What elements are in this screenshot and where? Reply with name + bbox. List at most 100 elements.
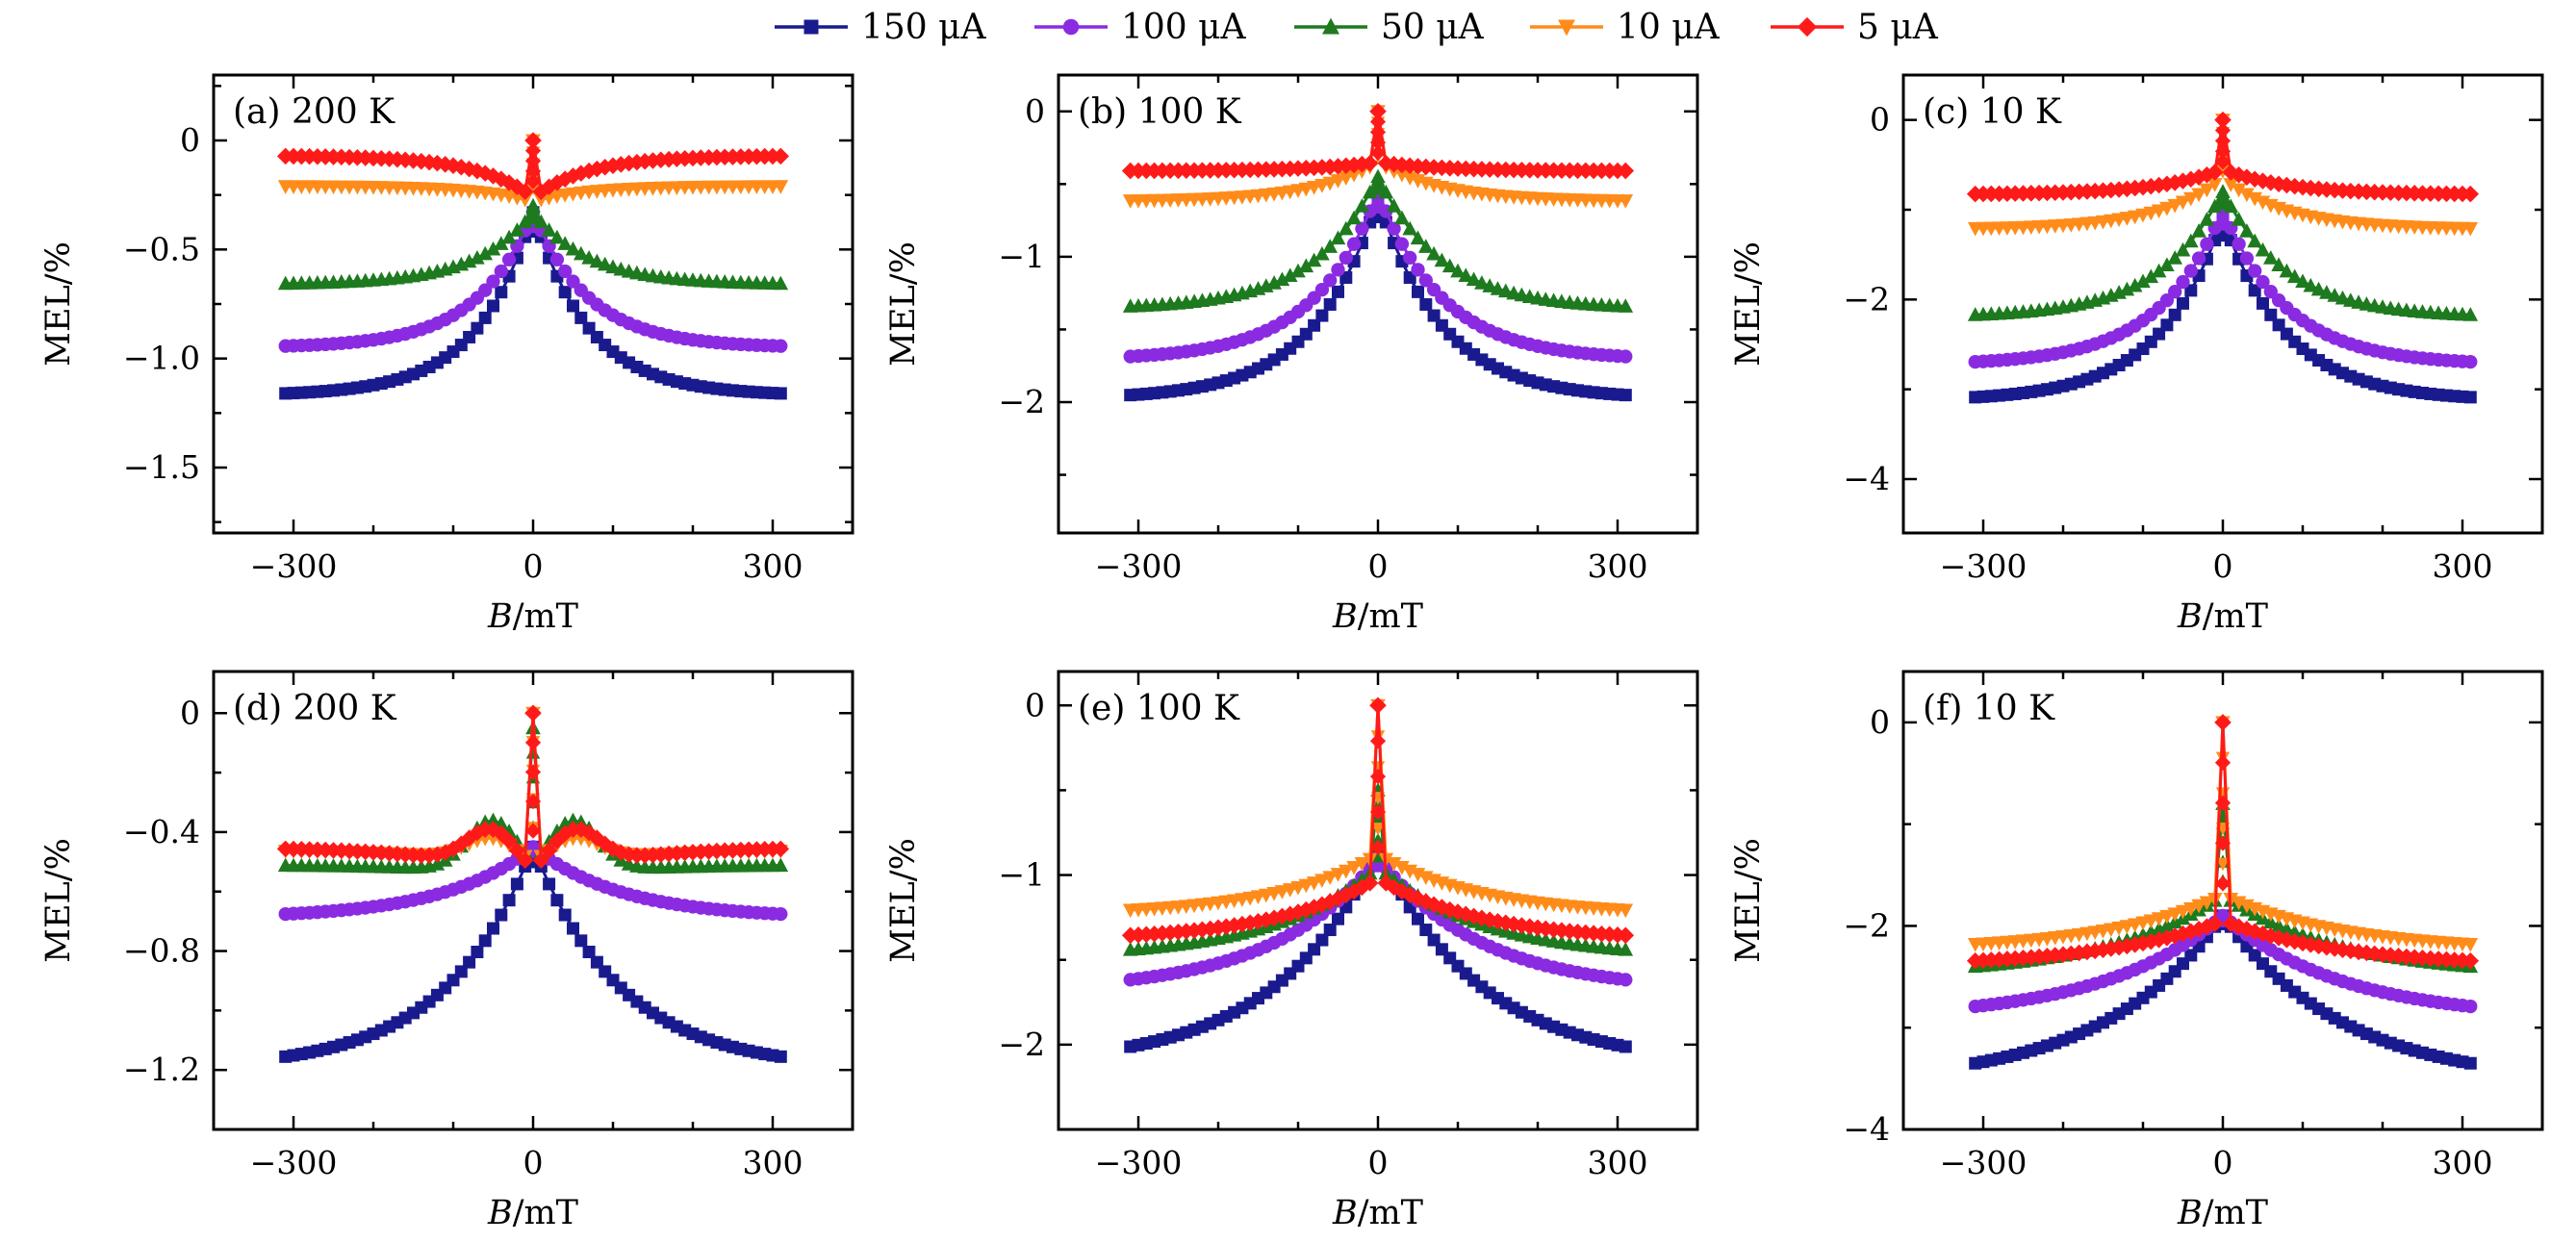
y-tick-label: 0 bbox=[180, 694, 200, 731]
data-point bbox=[1561, 923, 1578, 940]
data-point bbox=[2271, 257, 2286, 272]
data-point bbox=[2262, 174, 2280, 191]
data-point bbox=[2118, 937, 2136, 955]
data-point bbox=[2143, 268, 2159, 284]
data-point bbox=[1369, 839, 1387, 856]
data-point bbox=[1306, 252, 1322, 267]
data-point bbox=[1370, 169, 1386, 183]
data-point bbox=[1234, 915, 1251, 933]
legend-item: 150 μA bbox=[775, 8, 987, 47]
chart-panel: −300 0 300 0 −0.4 −0.8 −1.2 B/mT MEL/% (d) 200 K bbox=[39, 670, 854, 1232]
data-point bbox=[597, 256, 613, 271]
data-point bbox=[1412, 912, 1424, 925]
data-point bbox=[1481, 911, 1498, 928]
data-point bbox=[2257, 296, 2269, 310]
data-point bbox=[2248, 264, 2262, 278]
data-point bbox=[2167, 250, 2182, 265]
data-point bbox=[1441, 900, 1459, 919]
y-tick-label: −0.4 bbox=[123, 813, 200, 850]
data-point bbox=[2271, 918, 2286, 932]
data-point bbox=[1281, 905, 1299, 924]
data-point bbox=[524, 142, 542, 159]
plot-area bbox=[1121, 103, 1635, 402]
data-point bbox=[2278, 931, 2296, 949]
data-series bbox=[1967, 716, 2479, 952]
data-point bbox=[2199, 183, 2215, 198]
data-series bbox=[279, 840, 787, 1063]
data-point bbox=[2206, 164, 2224, 181]
data-point bbox=[2168, 308, 2181, 321]
data-series bbox=[1124, 843, 1632, 1053]
data-point bbox=[524, 793, 542, 810]
data-point bbox=[566, 274, 580, 289]
data-point bbox=[2326, 181, 2343, 199]
data-point bbox=[558, 264, 573, 279]
chart-panel: −300 0 300 0 −2 −4 B/mT MEL/% (c) 10 K bbox=[1729, 73, 2544, 636]
y-tick-label: −1.5 bbox=[123, 448, 200, 486]
data-point bbox=[1308, 943, 1321, 956]
data-point bbox=[463, 955, 476, 969]
data-point bbox=[2183, 264, 2198, 278]
data-point bbox=[1394, 210, 1410, 225]
data-point bbox=[1619, 1040, 1632, 1053]
data-point bbox=[2303, 277, 2319, 292]
data-point bbox=[486, 274, 500, 289]
x-axis-label: B/mT bbox=[1332, 1194, 1423, 1232]
data-point bbox=[1314, 874, 1330, 888]
data-point bbox=[2183, 191, 2199, 207]
data-point bbox=[773, 275, 789, 291]
data-point bbox=[2150, 176, 2168, 194]
data-point bbox=[2461, 951, 2480, 970]
data-point bbox=[2175, 195, 2191, 211]
data-point bbox=[2214, 754, 2232, 771]
data-point bbox=[2264, 308, 2278, 321]
x-tick-label: −300 bbox=[1095, 547, 1183, 585]
data-point bbox=[2177, 296, 2189, 310]
data-point bbox=[1617, 162, 1635, 180]
legend-marker bbox=[1797, 16, 1818, 38]
data-point bbox=[1505, 915, 1522, 933]
data-series bbox=[277, 134, 789, 208]
data-point bbox=[773, 180, 789, 194]
data-point bbox=[1353, 878, 1371, 897]
y-tick-label: 0 bbox=[1025, 686, 1045, 723]
data-point bbox=[2302, 179, 2320, 197]
data-point bbox=[1370, 849, 1386, 863]
data-series bbox=[1966, 714, 2480, 970]
data-point bbox=[1298, 258, 1314, 273]
data-point bbox=[2318, 938, 2335, 956]
data-point bbox=[470, 249, 485, 265]
data-point bbox=[516, 183, 534, 200]
data-point bbox=[1362, 184, 1378, 199]
data-point bbox=[501, 252, 517, 266]
data-point bbox=[532, 183, 550, 200]
data-point bbox=[471, 321, 484, 335]
data-point bbox=[1585, 925, 1602, 942]
data-point bbox=[2285, 932, 2304, 951]
data-point bbox=[2232, 237, 2246, 251]
data-point bbox=[494, 264, 508, 279]
data-point bbox=[2160, 318, 2174, 332]
data-point bbox=[1618, 942, 1634, 956]
data-point bbox=[1332, 912, 1344, 925]
data-point bbox=[2151, 263, 2167, 278]
data-point bbox=[517, 192, 533, 208]
data-point bbox=[2310, 281, 2327, 296]
data-point bbox=[1339, 171, 1354, 186]
data-point bbox=[1369, 114, 1387, 130]
plot-area bbox=[1966, 111, 2480, 404]
data-point bbox=[524, 764, 542, 780]
data-point bbox=[565, 241, 581, 256]
data-point bbox=[1418, 239, 1434, 253]
y-axis: 0 −0.4 −0.8 −1.2 bbox=[123, 694, 853, 1088]
data-point bbox=[1520, 918, 1539, 935]
data-point bbox=[574, 311, 588, 324]
data-point bbox=[2191, 251, 2206, 266]
x-tick-label: 0 bbox=[1368, 1144, 1389, 1181]
data-point bbox=[2263, 250, 2279, 265]
data-point bbox=[2326, 940, 2343, 957]
data-point bbox=[1330, 174, 1346, 189]
data-point bbox=[2230, 166, 2248, 184]
data-series bbox=[1969, 909, 2477, 1070]
data-point bbox=[501, 229, 517, 244]
